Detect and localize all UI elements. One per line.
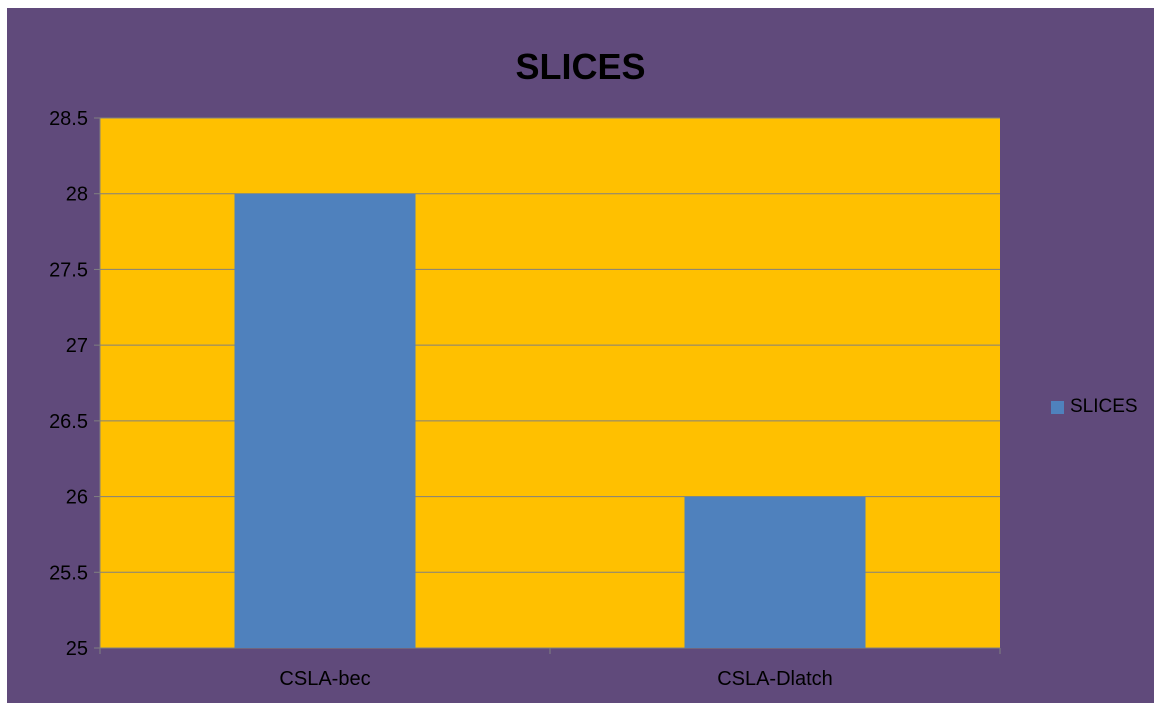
y-tick-label: 26.5: [49, 411, 88, 433]
legend: SLICES: [1051, 396, 1138, 418]
bar: [684, 496, 866, 648]
y-tick-label: 27: [66, 335, 88, 357]
chart-area: SLICES 25 25.5 26 26.5 27 27.5 28 28.5 CSLA-bec C…: [7, 8, 1154, 703]
y-tick-label: 25.5: [49, 562, 88, 584]
x-tick-label: CSLA-Dlatch: [717, 668, 833, 690]
y-tick-label: 27.5: [49, 259, 88, 281]
y-tick-label: 28.5: [49, 108, 88, 130]
y-tick-label: 26: [66, 487, 88, 509]
legend-label: SLICES: [1070, 396, 1138, 417]
y-tick-label: 28: [66, 184, 88, 206]
legend-swatch: [1051, 400, 1064, 414]
bar: [234, 193, 416, 648]
x-tick-label: CSLA-bec: [279, 668, 370, 690]
plot-area: 25 25.5 26 26.5 27 27.5 28 28.5 CSLA-bec CSLA-Dla…: [49, 108, 1001, 690]
chart-title: SLICES: [515, 46, 646, 87]
y-tick-label: 25: [66, 638, 88, 660]
